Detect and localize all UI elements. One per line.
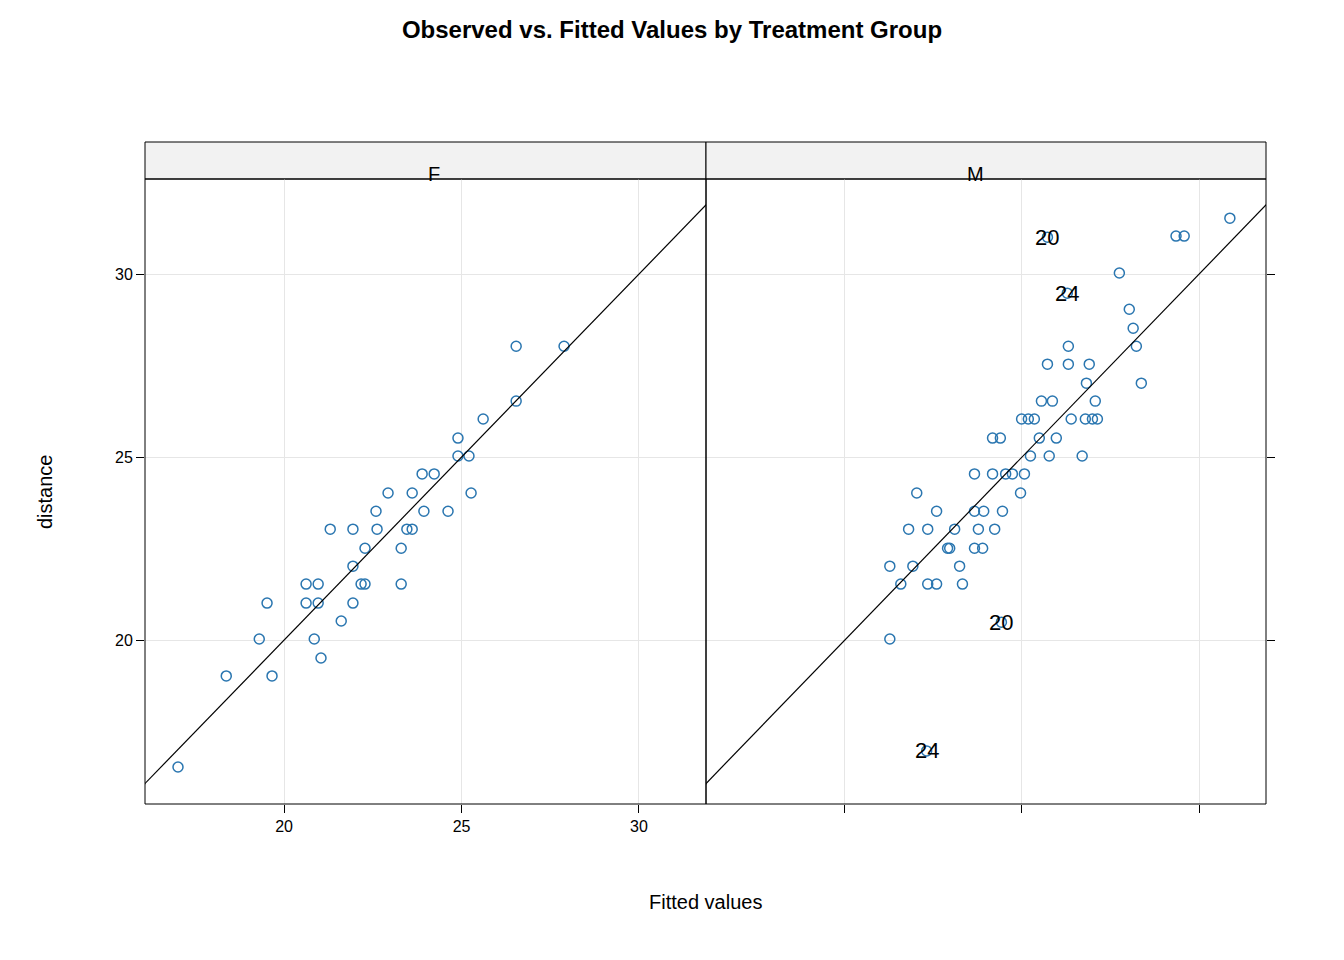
svg-text:30: 30 [630, 818, 648, 835]
svg-text:M: M [967, 163, 984, 185]
svg-text:F: F [428, 163, 440, 185]
svg-text:distance: distance [34, 455, 56, 530]
svg-text:25: 25 [453, 818, 471, 835]
svg-text:24: 24 [915, 738, 939, 763]
svg-text:20: 20 [1035, 225, 1059, 250]
svg-text:20: 20 [989, 610, 1013, 635]
svg-text:Observed vs. Fitted Values by: Observed vs. Fitted Values by Treatment … [402, 16, 942, 43]
svg-text:20: 20 [275, 818, 293, 835]
svg-text:25: 25 [115, 449, 133, 466]
svg-text:Fitted values: Fitted values [649, 891, 762, 913]
svg-text:20: 20 [115, 632, 133, 649]
svg-text:24: 24 [1055, 281, 1079, 306]
svg-text:30: 30 [115, 266, 133, 283]
